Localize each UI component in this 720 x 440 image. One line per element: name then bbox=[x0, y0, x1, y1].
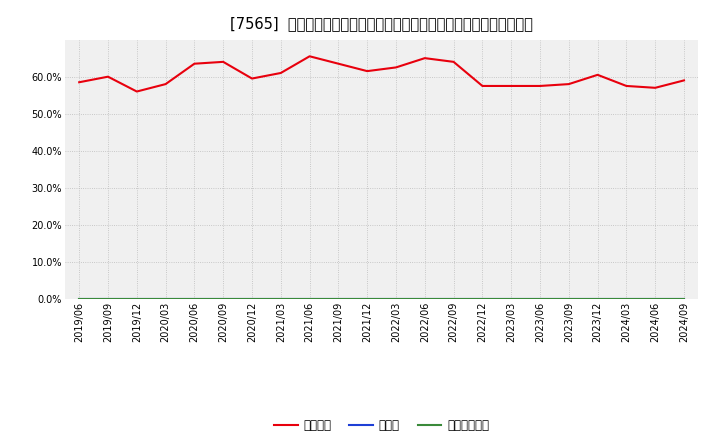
繰延税金資産 bbox=[507, 297, 516, 302]
繰延税金資産 bbox=[593, 297, 602, 302]
のれん bbox=[478, 297, 487, 302]
自己資本 bbox=[420, 55, 429, 61]
のれん bbox=[536, 297, 544, 302]
のれん bbox=[248, 297, 256, 302]
繰延税金資産 bbox=[248, 297, 256, 302]
自己資本 bbox=[104, 74, 112, 79]
繰延税金資産 bbox=[276, 297, 285, 302]
のれん bbox=[507, 297, 516, 302]
のれん bbox=[622, 297, 631, 302]
自己資本 bbox=[190, 61, 199, 66]
繰延税金資産 bbox=[75, 297, 84, 302]
繰延税金資産 bbox=[564, 297, 573, 302]
のれん bbox=[305, 297, 314, 302]
自己資本 bbox=[305, 54, 314, 59]
自己資本 bbox=[219, 59, 228, 65]
繰延税金資産 bbox=[161, 297, 170, 302]
自己資本 bbox=[564, 81, 573, 87]
自己資本 bbox=[507, 83, 516, 88]
自己資本 bbox=[392, 65, 400, 70]
自己資本 bbox=[680, 78, 688, 83]
自己資本 bbox=[593, 72, 602, 77]
自己資本 bbox=[622, 83, 631, 88]
自己資本 bbox=[161, 81, 170, 87]
繰延税金資産 bbox=[219, 297, 228, 302]
自己資本 bbox=[75, 80, 84, 85]
Title: [7565]  自己資本、のれん、繰延税金資産の総資産に対する比率の推移: [7565] 自己資本、のれん、繰延税金資産の総資産に対する比率の推移 bbox=[230, 16, 533, 32]
繰延税金資産 bbox=[305, 297, 314, 302]
繰延税金資産 bbox=[622, 297, 631, 302]
繰延税金資産 bbox=[104, 297, 112, 302]
のれん bbox=[420, 297, 429, 302]
繰延税金資産 bbox=[420, 297, 429, 302]
自己資本 bbox=[248, 76, 256, 81]
自己資本 bbox=[651, 85, 660, 91]
繰延税金資産 bbox=[478, 297, 487, 302]
のれん bbox=[75, 297, 84, 302]
繰延税金資産 bbox=[392, 297, 400, 302]
自己資本 bbox=[478, 83, 487, 88]
繰延税金資産 bbox=[334, 297, 343, 302]
自己資本 bbox=[536, 83, 544, 88]
のれん bbox=[161, 297, 170, 302]
のれん bbox=[132, 297, 141, 302]
自己資本 bbox=[363, 69, 372, 74]
繰延税金資産 bbox=[449, 297, 458, 302]
自己資本 bbox=[449, 59, 458, 65]
自己資本 bbox=[132, 89, 141, 94]
繰延税金資産 bbox=[680, 297, 688, 302]
のれん bbox=[680, 297, 688, 302]
のれん bbox=[276, 297, 285, 302]
のれん bbox=[363, 297, 372, 302]
繰延税金資産 bbox=[536, 297, 544, 302]
のれん bbox=[651, 297, 660, 302]
のれん bbox=[564, 297, 573, 302]
繰延税金資産 bbox=[132, 297, 141, 302]
自己資本 bbox=[276, 70, 285, 76]
繰延税金資産 bbox=[651, 297, 660, 302]
Line: 自己資本: 自己資本 bbox=[79, 56, 684, 92]
Legend: 自己資本, のれん, 繰延税金資産: 自己資本, のれん, 繰延税金資産 bbox=[269, 414, 494, 436]
のれん bbox=[392, 297, 400, 302]
繰延税金資産 bbox=[363, 297, 372, 302]
のれん bbox=[190, 297, 199, 302]
のれん bbox=[219, 297, 228, 302]
のれん bbox=[593, 297, 602, 302]
のれん bbox=[449, 297, 458, 302]
のれん bbox=[334, 297, 343, 302]
のれん bbox=[104, 297, 112, 302]
繰延税金資産 bbox=[190, 297, 199, 302]
自己資本 bbox=[334, 61, 343, 66]
